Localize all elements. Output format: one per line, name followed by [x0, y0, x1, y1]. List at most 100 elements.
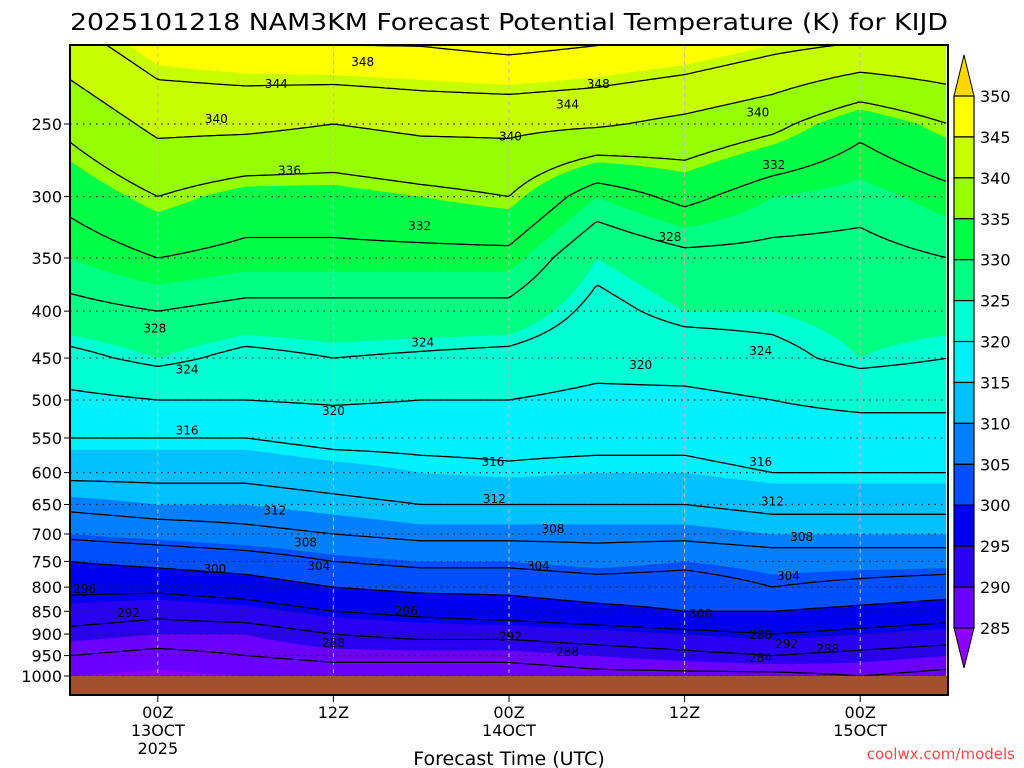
- x-tick-label: 2025: [137, 739, 178, 758]
- colorbar-label: 295: [980, 537, 1011, 556]
- contour-line-312: [70, 479, 946, 515]
- colorbar-box: [953, 586, 975, 629]
- colorbar-label: 335: [980, 210, 1011, 229]
- x-tick-label: 12Z: [669, 703, 700, 722]
- contour-line-324: [70, 284, 947, 370]
- colorbar-box: [953, 177, 975, 220]
- colorbar-label: 315: [980, 373, 1011, 392]
- contour-line-320: [70, 382, 946, 414]
- contour-label: 340: [205, 112, 228, 126]
- y-tick-label: 650: [31, 495, 62, 514]
- x-tick-label: 00Z: [493, 703, 524, 722]
- colorbar-label: 310: [980, 414, 1011, 433]
- colorbar-box: [953, 504, 975, 547]
- contour-line-308: [70, 511, 946, 549]
- fill-band-345-350: [127, 45, 775, 85]
- y-tick-label: 300: [31, 188, 62, 207]
- y-tick-label: 800: [31, 578, 62, 597]
- contour-line-336: [70, 101, 947, 198]
- colorbar-label: 350: [980, 87, 1011, 106]
- contour-label: 348: [587, 77, 610, 91]
- contour-label: 288: [816, 642, 839, 656]
- colorbar-label: 285: [980, 619, 1011, 638]
- x-tick-label: 13OCT: [131, 721, 185, 740]
- y-tick-label: 600: [31, 464, 62, 483]
- contour-label: 340: [746, 106, 769, 120]
- colorbar-label: 320: [980, 333, 1011, 352]
- contour-labels: 348 344 348 344 340 340 340 336 332 332 328 328 324 3…: [73, 55, 839, 665]
- colorbar-label: 340: [980, 169, 1011, 188]
- colorbar-box: [953, 422, 975, 465]
- y-tick-label: 500: [31, 391, 62, 410]
- contour-label: 316: [176, 424, 199, 438]
- contour-label: 332: [762, 158, 785, 172]
- colorbar-box: [953, 340, 975, 384]
- contour-label: 308: [294, 535, 317, 549]
- y-tick-label: 750: [31, 552, 62, 571]
- watermark-credit[interactable]: coolwx.com/models: [867, 745, 1015, 763]
- colorbar-label: 325: [980, 292, 1011, 311]
- contour-line-300: [70, 560, 947, 612]
- y-tick-label: 1000: [21, 667, 62, 686]
- y-tick-label: 450: [31, 349, 62, 368]
- colorbar-box: [953, 463, 975, 506]
- colorbar-box: [953, 300, 975, 343]
- contour-label: 304: [777, 569, 800, 583]
- colorbar-label: 345: [980, 128, 1011, 147]
- contour-label: 300: [689, 607, 712, 621]
- contour-label: 312: [263, 504, 286, 518]
- x-tick-label: 15OCT: [833, 721, 887, 740]
- contour-label: 308: [541, 522, 564, 536]
- contour-label: 332: [408, 219, 431, 233]
- y-tick-label: 900: [31, 625, 62, 644]
- contour-label: 312: [483, 492, 506, 506]
- chart-title: 2025101218 NAM3KM Forecast Potential Tem…: [70, 10, 948, 36]
- colorbar-box: [953, 218, 975, 261]
- y-tick-label: 350: [31, 249, 62, 268]
- contour-label: 288: [556, 645, 579, 659]
- y-tick-label: 700: [31, 525, 62, 544]
- y-tick-label: 850: [31, 602, 62, 621]
- contour-label: 292: [499, 629, 522, 643]
- contour-lines: [70, 45, 947, 676]
- contour-label: 288: [322, 636, 345, 650]
- contour-label: 324: [749, 344, 772, 358]
- contour-label: 344: [265, 77, 288, 91]
- contour-label: 324: [411, 336, 434, 350]
- contour-label: 344: [556, 97, 579, 111]
- y-tick-label: 950: [31, 647, 62, 666]
- contour-line-332: [70, 142, 947, 259]
- contour-label: 328: [143, 322, 166, 336]
- contour-label: 328: [659, 230, 682, 244]
- contour-label: 308: [790, 530, 813, 544]
- contour-label: 300: [203, 562, 226, 576]
- contour-line-288: [70, 647, 947, 676]
- colorbar-triangle-above: [953, 54, 975, 97]
- contour-label: 296: [73, 582, 96, 596]
- contour-line-316: [70, 437, 946, 474]
- colorbar-label: 300: [980, 496, 1011, 515]
- colorbar-box: [953, 545, 975, 588]
- x-tick-label: 00Z: [142, 703, 173, 722]
- contour-label: 292: [117, 606, 140, 620]
- colorbar-box: [953, 381, 975, 424]
- contour-label: 324: [176, 362, 199, 376]
- contour-line-328: [70, 220, 947, 312]
- colorbar-label: 305: [980, 455, 1011, 474]
- contour-line-292: [70, 618, 947, 657]
- contour-label: 296: [395, 604, 418, 618]
- colorbar-label: 290: [980, 578, 1011, 597]
- ground-below-surface: [70, 676, 948, 695]
- contour-label: 316: [749, 455, 772, 469]
- colorbar-triangle-below: [953, 627, 975, 669]
- y-tick-label: 550: [31, 429, 62, 448]
- contour-line-340: [70, 71, 947, 140]
- colorbar-label: 330: [980, 251, 1011, 270]
- filled-contours: [70, 45, 947, 676]
- contour-line-304: [70, 538, 947, 588]
- contour-line-296: [70, 592, 947, 635]
- contour-label: 316: [481, 455, 504, 469]
- contour-label: 320: [629, 358, 652, 372]
- y-tick-label: 400: [31, 302, 62, 321]
